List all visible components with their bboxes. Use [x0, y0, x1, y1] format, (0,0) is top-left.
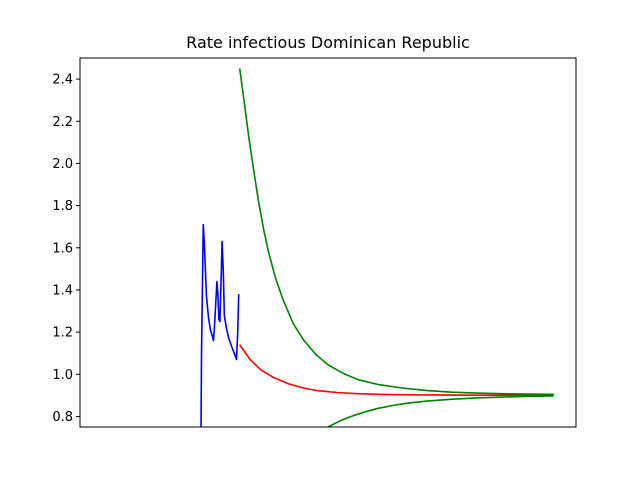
y-tick-label: 1.6 — [52, 241, 73, 256]
plot-frame — [79, 57, 577, 428]
y-tick-label: 2.0 — [52, 157, 73, 172]
y-tick-label: 2.4 — [52, 73, 73, 88]
y-tick-label: 1.0 — [52, 368, 73, 383]
series-line-1 — [200, 223, 240, 427]
y-axis: 0.8 1.0 1.2 1.4 1.6 1.8 2.0 2.2 2.4 — [52, 73, 80, 425]
y-tick-label: 1.8 — [52, 199, 73, 214]
y-tick-label: 2.2 — [52, 115, 73, 130]
y-tick-label: 1.2 — [52, 326, 73, 341]
y-tick-label: 0.8 — [52, 410, 73, 425]
y-tick-label: 1.4 — [52, 283, 73, 298]
series-line-4 — [327, 395, 554, 427]
series-layer — [200, 68, 554, 427]
chart-title: Rate infectious Dominican Republic — [186, 33, 470, 52]
series-line-2 — [239, 344, 554, 396]
series-line-3 — [238, 68, 554, 396]
